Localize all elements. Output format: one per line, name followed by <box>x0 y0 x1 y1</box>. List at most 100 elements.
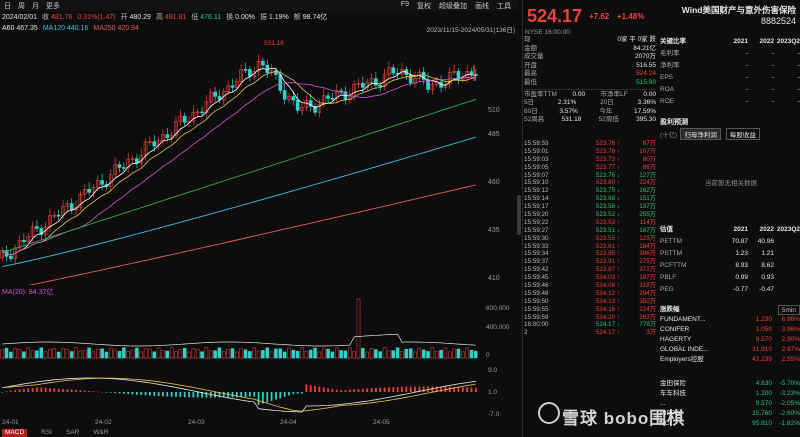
volume-bar <box>313 347 317 359</box>
draw-button[interactable]: 画线 <box>475 2 489 10</box>
tab-wr[interactable]: W&R <box>93 429 109 436</box>
volume-bar <box>143 348 148 359</box>
cell-value: -0.77 <box>733 286 748 293</box>
volume-chart[interactable]: 800,000 400,000 0 <box>0 296 517 359</box>
macd-histogram-bar <box>375 387 377 392</box>
mover-change: 6.96% <box>781 316 800 323</box>
row-label: ROE <box>660 98 675 105</box>
macd-chart[interactable]: 9.0 1.0 -7.0 <box>0 362 517 422</box>
macd-histogram-bar <box>366 388 369 392</box>
macd-histogram-bar <box>314 385 316 392</box>
mover-row[interactable]: 车车科技 1.200 -3.23% <box>660 389 800 399</box>
tools-button[interactable]: 工具 <box>497 2 511 10</box>
pill-net-profit[interactable]: 归母净利润 <box>680 127 721 140</box>
ratio-label: 52周低 <box>598 116 619 124</box>
tick-row: 15:59:03 523.73 ↑ 80万 <box>524 156 656 164</box>
volume-bar <box>182 347 187 359</box>
mover-name: HAGERTY <box>660 336 692 343</box>
pill-eps[interactable]: 每股收益 <box>725 127 760 140</box>
mover-row[interactable]: FUNDAMENT... 1.230 6.96% <box>660 315 800 325</box>
tab-macd[interactable]: MACD <box>2 429 28 437</box>
tick-time: 16:00:00 <box>524 321 549 329</box>
candle-body <box>326 95 330 99</box>
row-label: 净利率 <box>660 62 680 69</box>
volume-bar <box>426 351 430 359</box>
cell-value: - <box>797 74 800 81</box>
candle-body <box>213 91 217 97</box>
tick-time: 15:59:30 <box>524 234 549 242</box>
mover-row[interactable]: 金田保险 4.630 -5.70% <box>660 379 800 389</box>
tab-rsi[interactable]: RSI <box>41 429 52 436</box>
key-ratio-row: ROA - - - <box>660 84 800 96</box>
stat-row: 最高 524.24 <box>524 70 656 79</box>
candle-body <box>447 71 452 85</box>
panel-scroll-handle[interactable] <box>517 195 521 235</box>
tick-volume: 318万 <box>639 282 656 290</box>
tick-time: 15:59:48 <box>524 289 549 297</box>
volume-bar <box>304 351 309 359</box>
macd-histogram-bar <box>244 392 247 397</box>
macd-histogram-bar <box>435 386 438 392</box>
macd-histogram-bar <box>470 387 473 392</box>
tick-volume: 263万 <box>639 313 656 321</box>
mover-price: 15.760 <box>752 410 772 417</box>
overlay-button[interactable]: 超级叠加 <box>439 2 467 10</box>
quote-panel <box>522 0 800 437</box>
mover-row[interactable]: HAGERTY 9.570 2.90% <box>660 335 800 345</box>
adjust-button[interactable]: 复权 <box>417 2 431 10</box>
volume-bar <box>239 347 243 359</box>
macd-histogram-bar <box>401 386 403 392</box>
tick-row: 15:59:37 523.91 ↑ 275万 <box>524 258 656 266</box>
tick-volume: 386万 <box>639 250 656 258</box>
mover-row[interactable]: Employers控股 42.239 2.55% <box>660 355 800 365</box>
tick-time: 15:59:07 <box>524 171 549 179</box>
candle-body <box>43 226 48 235</box>
cell-value: 1.21 <box>761 250 774 257</box>
volume-bar <box>17 349 22 359</box>
tab-sar[interactable]: SAR <box>65 429 80 436</box>
macd-histogram-bar <box>448 386 451 392</box>
ma20-line <box>1 76 476 256</box>
tick-volume: 137万 <box>639 203 656 211</box>
tick-price: 523.85 ↑ <box>595 250 620 258</box>
candle-body <box>30 226 35 237</box>
mover-row[interactable]: HCI 95.810 -1.82% <box>660 419 800 429</box>
macd-histogram-bar <box>309 385 312 392</box>
period-month-tab[interactable]: 月 <box>32 2 39 10</box>
stat-value: 516.55 <box>636 61 656 69</box>
mover-row[interactable]: GLOBAL INDE... 31.910 2.87% <box>660 345 800 355</box>
macd-histogram-bar <box>440 386 442 392</box>
mover-row[interactable]: CONIFER 1.050 3.96% <box>660 325 800 335</box>
macd-histogram-bar <box>153 392 156 396</box>
volume-bar <box>39 347 44 359</box>
macd-histogram-bar <box>461 387 464 392</box>
tick-volume: 127万 <box>639 171 656 179</box>
volume-bar <box>404 348 409 359</box>
period-more-tab[interactable]: 更多 <box>46 2 60 10</box>
key-ratio-row: 净利率 - - - <box>660 60 800 72</box>
mover-row[interactable]: ... 9.570 -2.05% <box>660 399 800 409</box>
volume-bar <box>208 350 213 359</box>
period-select[interactable]: 5min <box>777 305 800 315</box>
f9-button[interactable]: F9 <box>400 0 409 8</box>
cell-value: 0.93 <box>761 274 774 281</box>
tick-volume: 162万 <box>639 187 656 195</box>
row-label: PSTTM <box>660 250 683 257</box>
period-week-tab[interactable]: 周 <box>18 2 25 10</box>
macd-dif-line <box>2 377 476 413</box>
candlestick-chart[interactable]: 510 485 460 435 410 531.18 <box>0 33 517 285</box>
volume-bar <box>443 347 448 359</box>
mover-name: CONIFER <box>660 326 690 333</box>
candle-body <box>178 115 183 122</box>
volume-bar <box>252 347 256 359</box>
volume-bar <box>430 347 435 359</box>
tick-price: 523.80 ↑ <box>595 179 620 187</box>
candle-body <box>52 214 57 217</box>
period-day-tab[interactable]: 日 <box>4 2 11 10</box>
volume-bar <box>109 347 113 359</box>
mover-row[interactable]: HIPPO 15.760 -2.60% <box>660 409 800 419</box>
macd-histogram-bar <box>253 392 256 397</box>
macd-histogram-bar <box>96 391 99 393</box>
cell-value: - <box>797 50 800 57</box>
tick-list[interactable]: 15:58:59 523.76 ↑ 87万 15:59:01 523.78 ↑ 107万 1… <box>524 140 656 337</box>
